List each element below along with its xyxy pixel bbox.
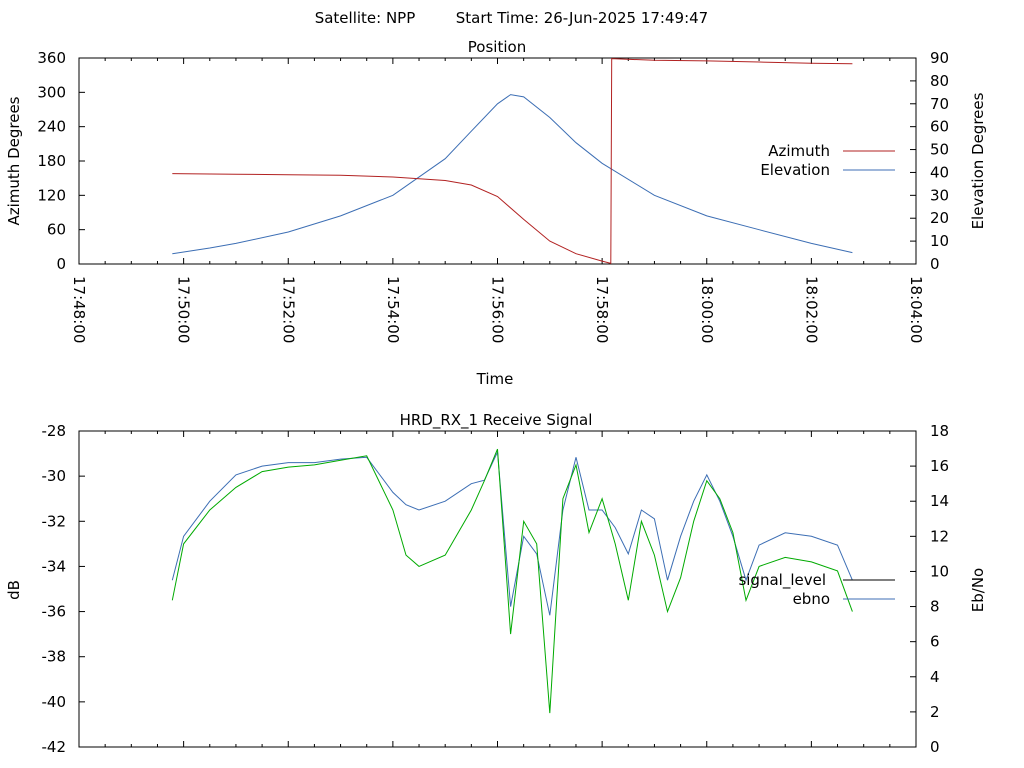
y2-tick-label: 14 [930, 492, 949, 510]
y2-tick-label: 70 [930, 95, 949, 113]
y2-tick-label: 80 [930, 72, 949, 90]
position-y2-axis-label: Elevation Degrees [969, 92, 987, 229]
azimuth-line [172, 58, 853, 265]
position-x-axis-label: Time [476, 370, 514, 388]
position-legend: Azimuth Elevation [760, 142, 895, 179]
x-tick-label: 18:04:00 [907, 276, 925, 343]
y2-tick-label: 10 [930, 232, 949, 250]
y2-tick-label: 30 [930, 186, 949, 204]
position-y-axis-label: Azimuth Degrees [5, 96, 23, 225]
legend-label-elevation: Elevation [760, 161, 830, 179]
y2-tick-label: 60 [930, 118, 949, 136]
y2-tick-label: 10 [930, 562, 949, 580]
signal-axis-ticks [78, 430, 917, 748]
legend-label-ebno: ebno [793, 590, 830, 608]
signal-plot-frame [78, 430, 917, 748]
x-tick-label: 18:00:00 [698, 276, 716, 343]
y-tick-label: 120 [37, 186, 66, 204]
y-tick-label: -38 [42, 648, 67, 666]
y-tick-label: 240 [37, 118, 66, 136]
x-tick-label: 17:52:00 [279, 276, 297, 343]
legend-label-azimuth: Azimuth [768, 142, 830, 160]
start-time: Start Time: 26-Jun-2025 17:49:47 [456, 9, 708, 27]
y2-tick-label: 4 [930, 668, 940, 686]
y-tick-label: -42 [42, 738, 67, 756]
position-axis-ticks [78, 57, 917, 265]
y-tick-label: -34 [42, 557, 67, 575]
satellite-name: Satellite: NPP [315, 9, 416, 27]
legend-label-signal-level: signal_level [738, 571, 826, 590]
y-tick-label: -32 [42, 512, 67, 530]
y-tick-label: -30 [42, 467, 67, 485]
y2-tick-label: 20 [930, 209, 949, 227]
position-series [172, 58, 853, 265]
y2-tick-label: 16 [930, 457, 949, 475]
x-tick-label: 17:54:00 [384, 276, 402, 343]
y2-tick-label: 40 [930, 163, 949, 181]
signal-chart: HRD_RX_1 Receive Signal -28-30-32-34-36-… [5, 411, 987, 756]
y-tick-label: -36 [42, 603, 67, 621]
y2-tick-label: 0 [930, 738, 940, 756]
signal-level-line [171, 448, 853, 714]
signal-y-tick-labels: -28 -30 -32 -34 -36 -38 -40 -42 [42, 422, 67, 756]
ebno-line [171, 450, 853, 616]
x-tick-label: 17:50:00 [175, 276, 193, 343]
y2-tick-label: 6 [930, 633, 940, 651]
y-tick-label: 300 [37, 83, 66, 101]
signal-chart-title: HRD_RX_1 Receive Signal [400, 411, 593, 430]
signal-y2-tick-labels: 0 2 4 6 8 10 12 14 16 18 [930, 422, 949, 756]
elevation-line [172, 94, 853, 255]
position-chart: Position 0 60 120 180 240 300 360 0 10 20 30 40 50 6… [5, 38, 987, 388]
y-tick-label: -28 [42, 422, 67, 440]
y2-tick-label: 0 [930, 255, 940, 273]
signal-legend: signal_level ebno [738, 571, 895, 608]
y2-tick-label: 50 [930, 141, 949, 159]
y-tick-label: 0 [56, 255, 66, 273]
x-tick-label: 17:56:00 [489, 276, 507, 343]
y2-tick-label: 90 [930, 49, 949, 67]
y2-tick-label: 8 [930, 598, 940, 616]
y-tick-label: 360 [37, 49, 66, 67]
y-tick-label: 180 [37, 152, 66, 170]
y-tick-label: 60 [47, 221, 66, 239]
signal-y-axis-label: dB [5, 580, 23, 600]
x-tick-label: 18:02:00 [802, 276, 820, 343]
y-tick-label: -40 [42, 693, 67, 711]
x-tick-label: 17:48:00 [70, 276, 88, 343]
position-y2-tick-labels: 0 10 20 30 40 50 60 70 80 90 [930, 49, 949, 273]
signal-y2-axis-label: Eb/No [969, 568, 987, 612]
position-y-tick-labels: 0 60 120 180 240 300 360 [37, 49, 66, 273]
y2-tick-label: 2 [930, 703, 940, 721]
position-x-tick-labels: 17:48:00 17:50:00 17:52:00 17:54:00 17:56:00… [70, 276, 925, 343]
signal-series [171, 448, 853, 714]
y2-tick-label: 18 [930, 422, 949, 440]
y2-tick-label: 12 [930, 527, 949, 545]
position-chart-title: Position [468, 38, 526, 56]
x-tick-label: 17:58:00 [593, 276, 611, 343]
